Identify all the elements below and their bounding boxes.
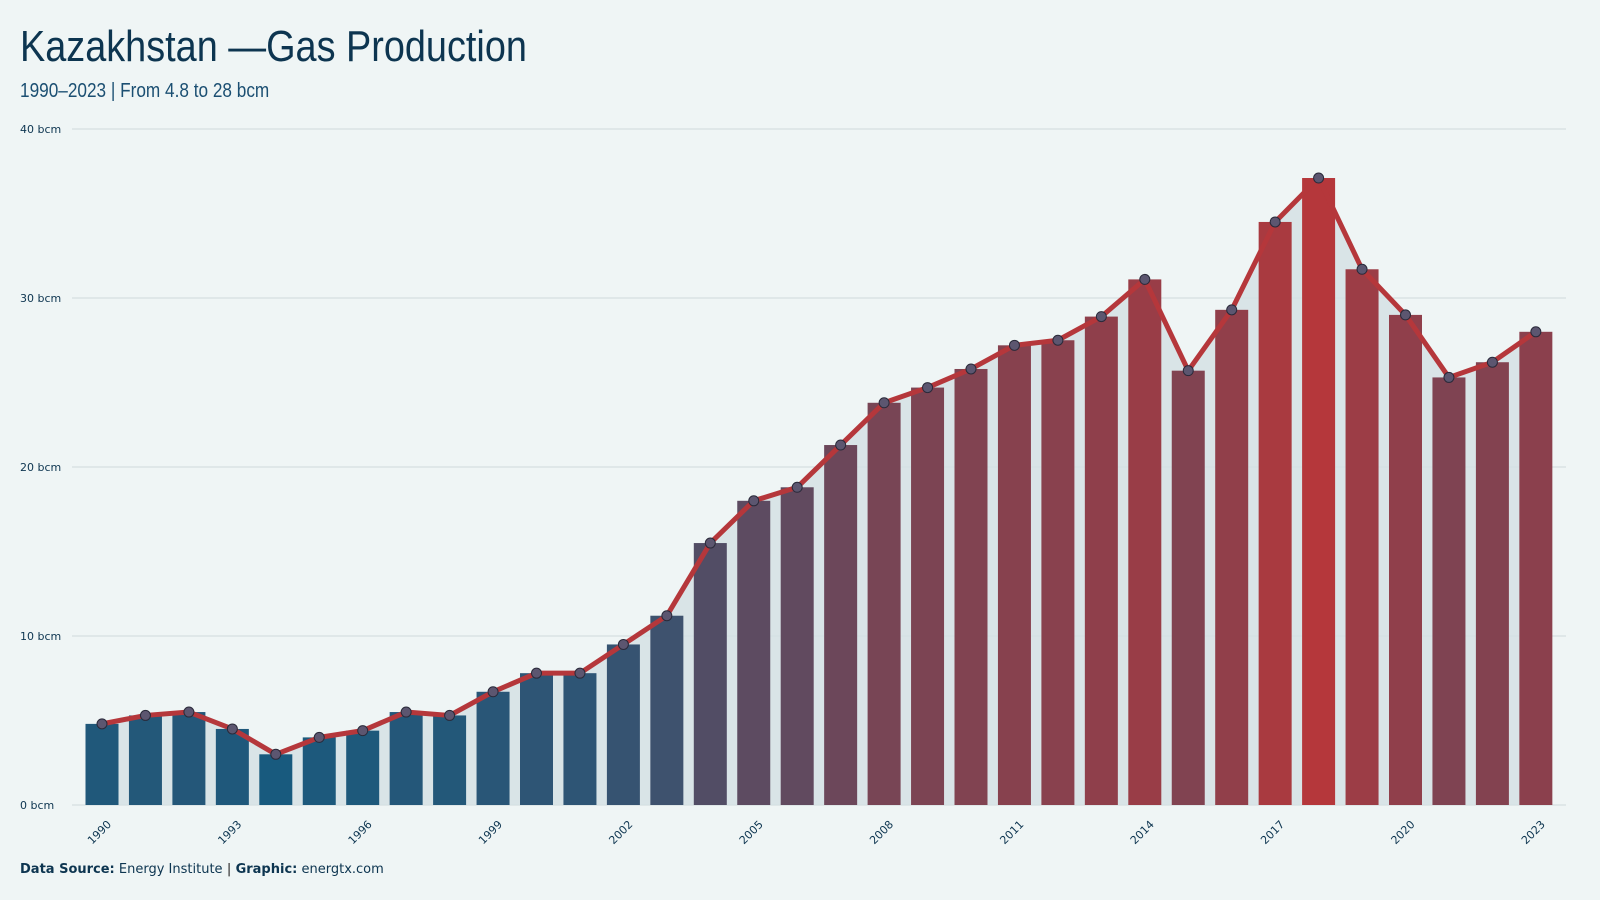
bar-1999: [476, 691, 510, 805]
y-tick-label: 0 bcm: [20, 799, 54, 812]
x-tick-label: 1999: [476, 818, 505, 847]
point-1999: [487, 686, 499, 698]
point-1998: [444, 709, 456, 721]
bar-2007: [824, 445, 858, 805]
bar-2016: [1215, 309, 1249, 805]
series-line: [99, 175, 1539, 757]
point-2012: [1052, 334, 1064, 346]
point-2010: [965, 363, 977, 375]
bar-2020: [1389, 314, 1422, 805]
point-2018: [1313, 172, 1325, 184]
point-1997: [400, 706, 412, 718]
point-2008: [878, 397, 890, 409]
graphic-value: energtx.com: [301, 862, 384, 877]
point-2021: [1443, 371, 1455, 383]
point-1990: [96, 718, 108, 730]
bar-2002: [606, 644, 640, 805]
bar-2022: [1475, 362, 1509, 805]
point-2017: [1269, 216, 1281, 228]
footer: Data Source: Energy Institute | Graphic:…: [20, 862, 384, 877]
x-tick-label: 1990: [85, 818, 114, 847]
chart-subtitle: 1990–2023 | From 4.8 to 28 bcm: [20, 80, 270, 102]
bar-2001: [563, 673, 597, 805]
bar-1991: [128, 715, 162, 805]
point-2005: [748, 495, 760, 507]
point-2014: [1139, 273, 1151, 285]
point-2009: [922, 382, 934, 394]
x-tick-label: 2008: [867, 818, 896, 847]
bar-2004: [693, 543, 727, 805]
x-tick-label: 2020: [1389, 818, 1418, 847]
markers: [96, 172, 1542, 760]
y-tick-label: 30 bcm: [20, 292, 61, 305]
bar-2021: [1432, 377, 1466, 805]
bar-2009: [911, 387, 945, 805]
point-2004: [704, 537, 716, 549]
x-tick-label: 2011: [997, 818, 1026, 847]
point-2015: [1182, 365, 1194, 377]
bars: [85, 178, 1553, 805]
x-tick-label: 2023: [1519, 818, 1548, 847]
x-tick-label: 2014: [1128, 818, 1157, 847]
bar-1997: [389, 712, 423, 805]
point-2002: [617, 638, 629, 650]
x-tick-label: 2002: [606, 818, 635, 847]
bar-2000: [520, 673, 553, 805]
footer-separator: |: [226, 862, 232, 877]
point-1992: [183, 706, 195, 718]
bar-2006: [780, 487, 814, 805]
bar-1995: [302, 737, 336, 805]
point-1993: [226, 723, 238, 735]
point-2001: [574, 667, 586, 679]
bar-2018: [1302, 178, 1336, 805]
point-2019: [1356, 263, 1368, 275]
y-tick-label: 10 bcm: [20, 630, 61, 643]
point-1996: [357, 725, 369, 737]
y-tick-label: 20 bcm: [20, 461, 61, 474]
point-2020: [1400, 309, 1411, 321]
x-tick-label: 2017: [1258, 818, 1287, 847]
bar-2012: [1041, 340, 1075, 805]
point-1995: [313, 731, 325, 743]
bar-2003: [650, 615, 684, 805]
trend-line: [99, 175, 1539, 757]
point-2003: [661, 610, 673, 622]
x-tick-label: 2005: [737, 818, 766, 847]
bar-2011: [997, 345, 1031, 805]
bar-1992: [172, 712, 206, 805]
point-2023: [1530, 326, 1542, 338]
point-2007: [835, 439, 847, 451]
y-tick-label: 40 bcm: [20, 123, 61, 136]
bar-1994: [259, 754, 293, 805]
bar-2010: [954, 368, 988, 805]
x-tick-label: 1996: [346, 818, 375, 847]
bar-1990: [85, 723, 119, 805]
point-2013: [1095, 311, 1107, 323]
bar-1996: [346, 730, 380, 805]
chart-title: Kazakhstan —Gas Production: [20, 22, 527, 71]
source-label: Data Source:: [20, 862, 115, 877]
bar-2008: [867, 402, 901, 805]
bar-1993: [215, 728, 249, 805]
point-2016: [1226, 304, 1238, 316]
point-1994: [270, 748, 282, 760]
bar-2017: [1258, 221, 1292, 805]
bar-2023: [1519, 331, 1553, 805]
point-2006: [791, 481, 803, 493]
point-1991: [139, 709, 151, 721]
bar-2019: [1345, 269, 1379, 805]
source-value: Energy Institute: [118, 862, 223, 877]
bar-2005: [737, 500, 771, 805]
bar-2013: [1084, 316, 1118, 805]
point-2011: [1008, 339, 1020, 351]
point-2000: [531, 667, 542, 679]
x-tick-label: 1993: [215, 818, 244, 847]
bar-1998: [433, 715, 467, 805]
graphic-label: Graphic:: [235, 862, 298, 877]
bar-2014: [1128, 279, 1162, 805]
bar-2015: [1171, 370, 1205, 805]
point-2022: [1486, 356, 1498, 368]
